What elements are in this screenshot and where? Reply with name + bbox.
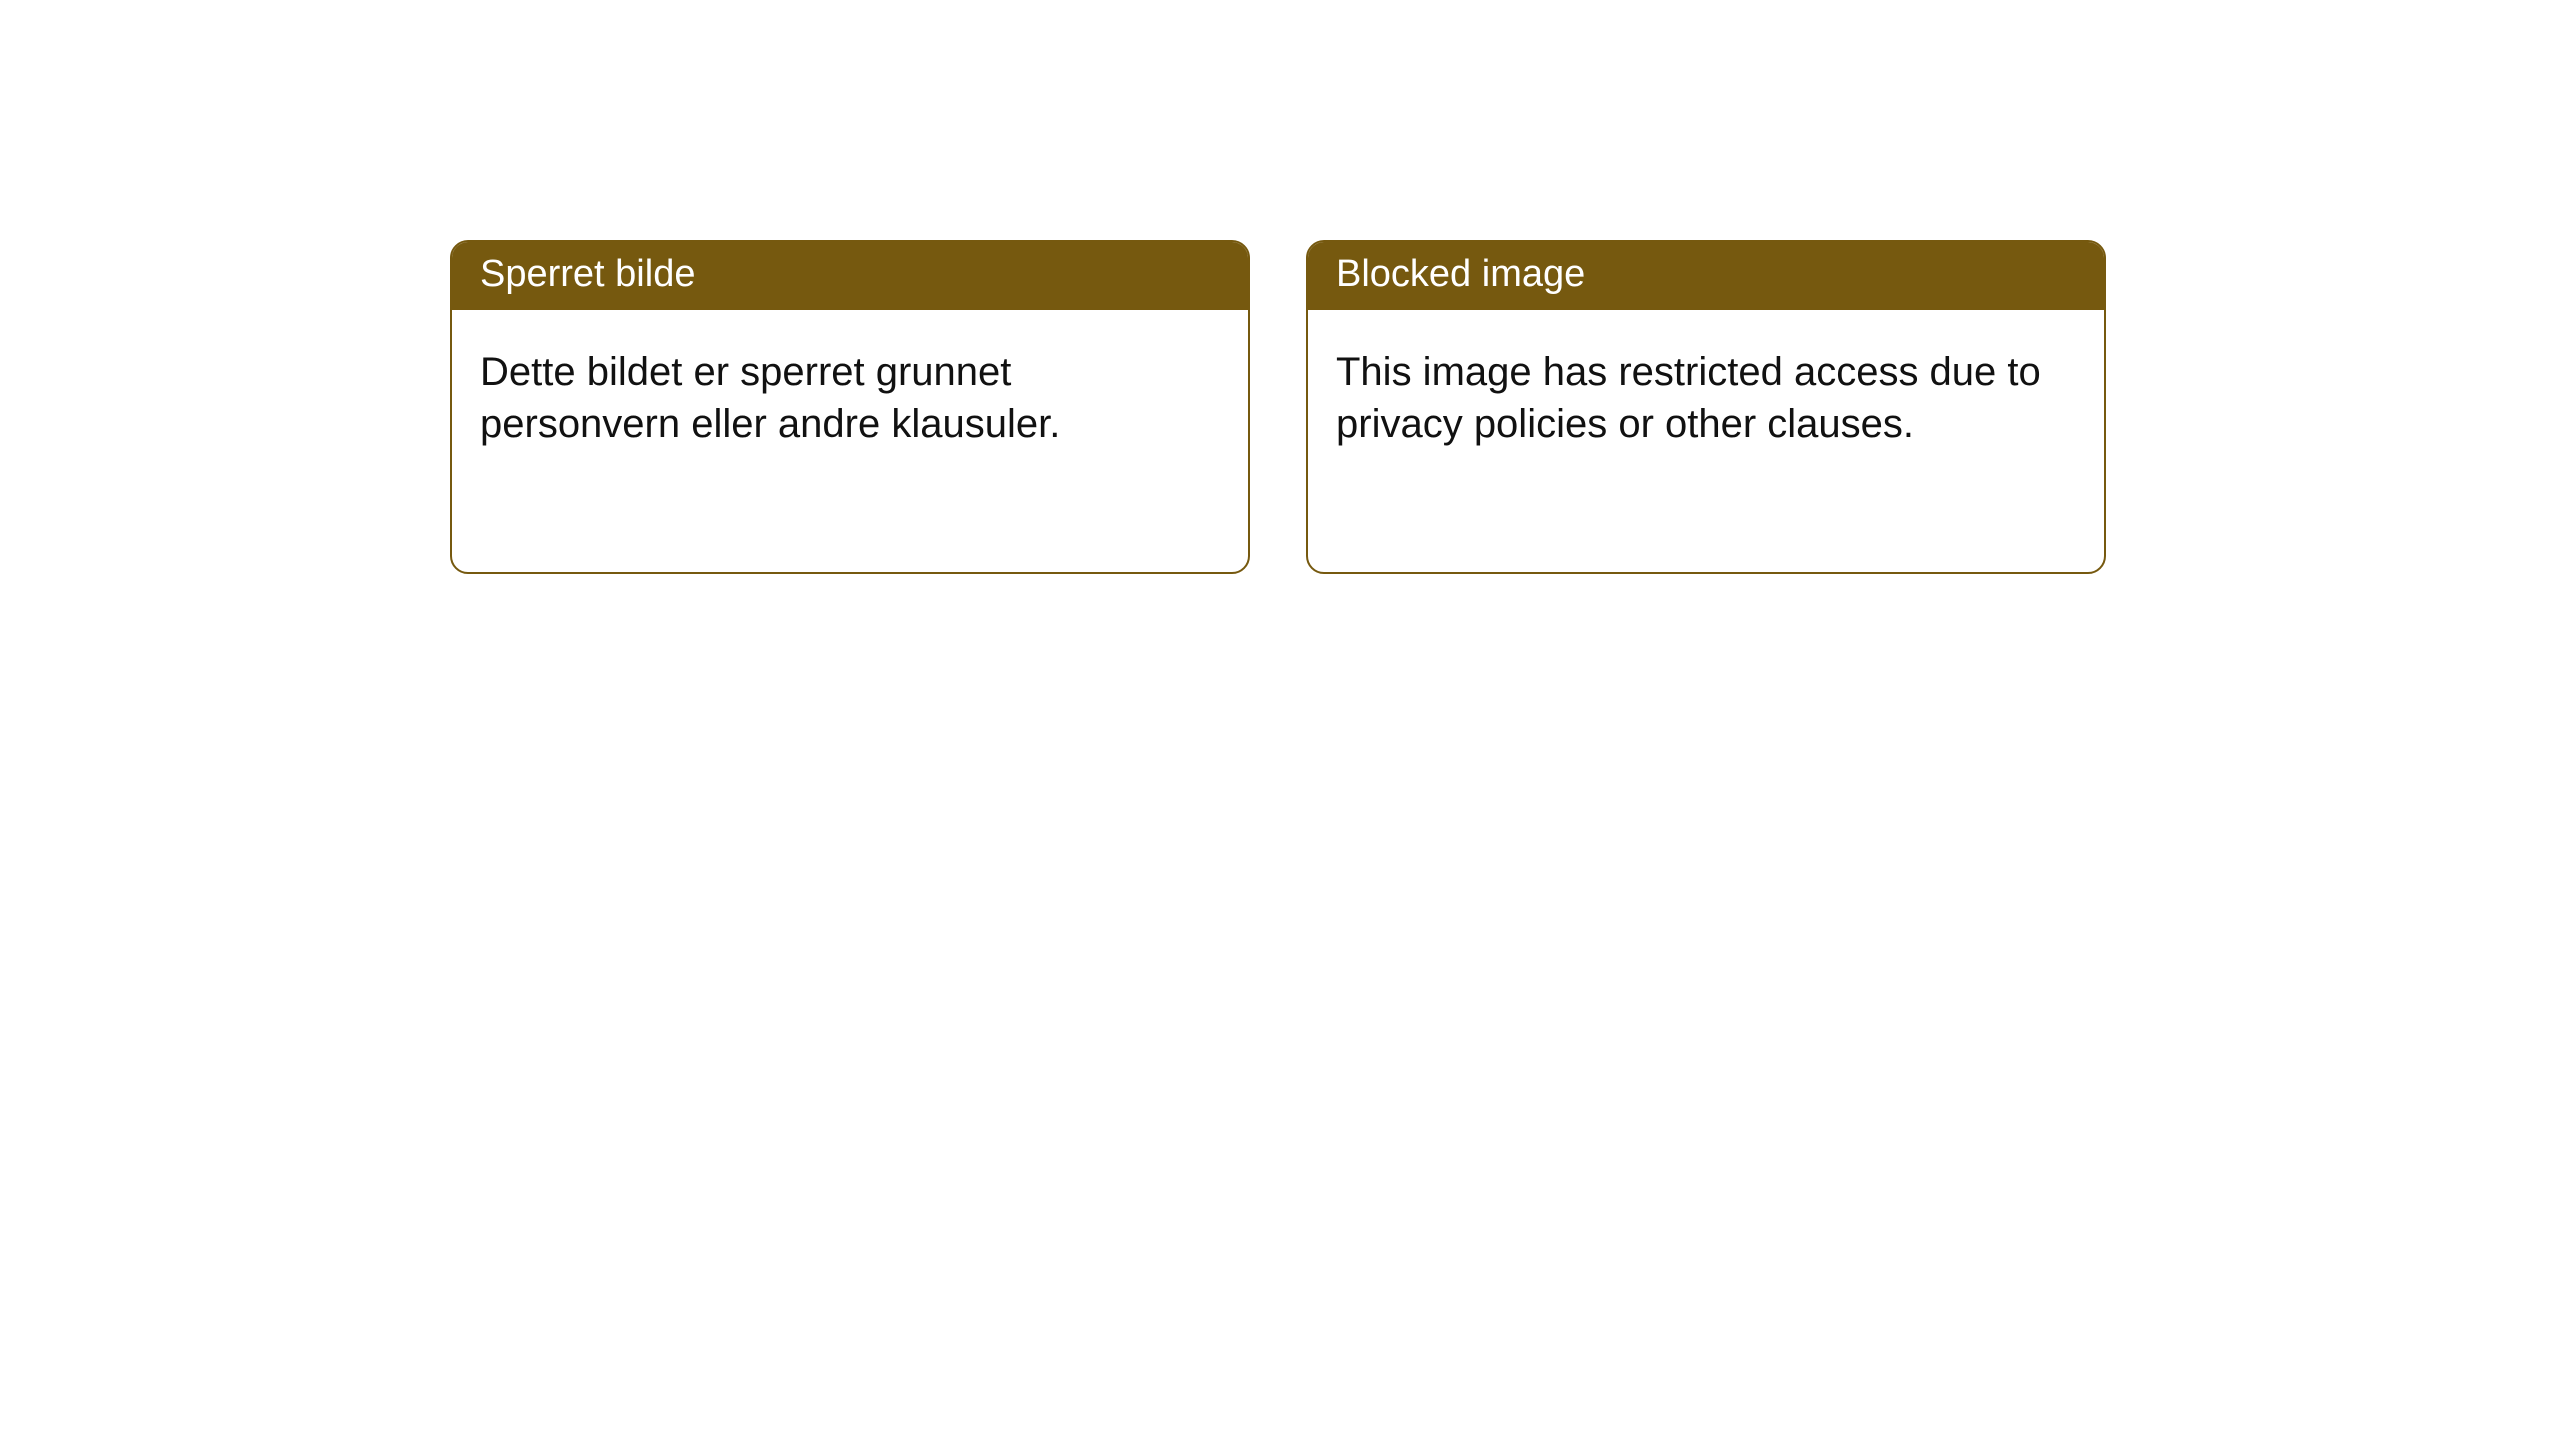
notice-card-english: Blocked image This image has restricted …: [1306, 240, 2106, 574]
notice-body-english: This image has restricted access due to …: [1308, 310, 2104, 480]
notice-body-norwegian: Dette bildet er sperret grunnet personve…: [452, 310, 1248, 480]
notice-header-norwegian: Sperret bilde: [452, 242, 1248, 310]
notice-container: Sperret bilde Dette bildet er sperret gr…: [450, 240, 2106, 574]
notice-header-english: Blocked image: [1308, 242, 2104, 310]
notice-card-norwegian: Sperret bilde Dette bildet er sperret gr…: [450, 240, 1250, 574]
